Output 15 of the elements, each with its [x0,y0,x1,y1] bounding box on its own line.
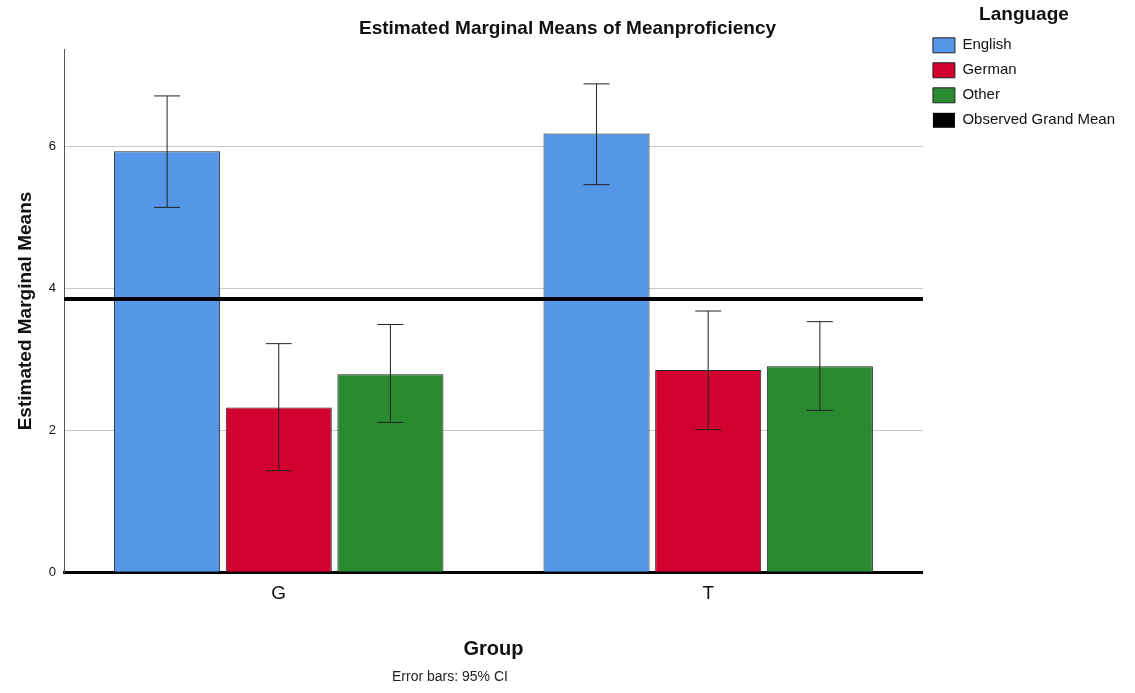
legend-title: Language [979,2,1069,24]
x-axis-title: Group [463,636,524,659]
x-tick-label: T [702,581,715,603]
y-tick-label: 6 [48,137,57,153]
x-tick-label: G [271,581,287,603]
y-axis-title: Estimated Marginal Means [13,191,35,431]
y-tick-label: 2 [48,421,57,437]
legend-label: Observed Grand Mean [962,110,1115,128]
y-tick-label: 0 [48,563,57,579]
legend-label: German [962,60,1017,78]
chart-title: Estimated Marginal Means of Meanproficiency [358,16,777,38]
y-tick-label: 4 [48,279,57,295]
legend-label: English [962,35,1012,53]
text: Error bars: 95% CI [391,668,509,684]
legend-label: Other [962,85,1000,103]
